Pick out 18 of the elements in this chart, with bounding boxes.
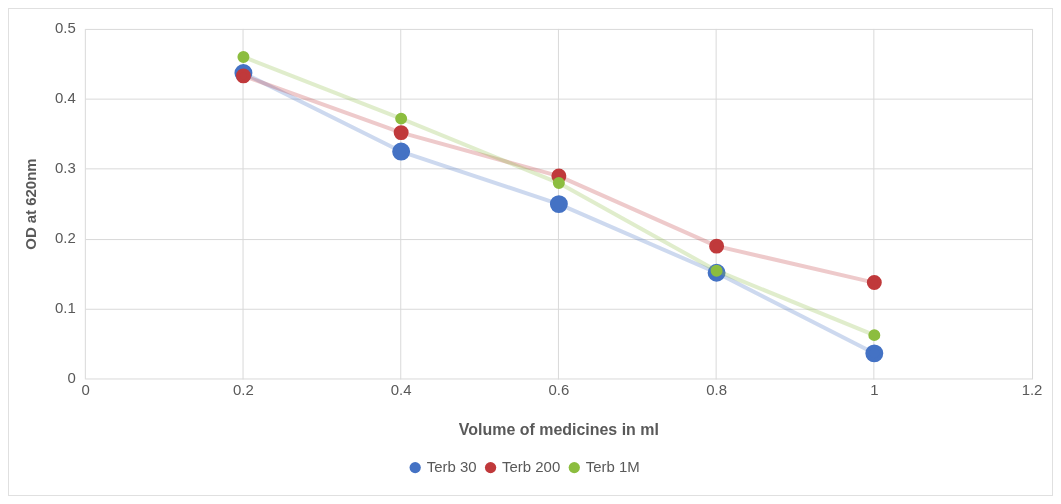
legend-label: Terb 200 [502, 457, 561, 475]
y-tick-label: 0.4 [54, 89, 76, 107]
x-tick-label: 0.4 [390, 381, 412, 399]
y-tick-label: 0.2 [54, 229, 76, 247]
y-axis-title: OD at 620nm [22, 158, 40, 250]
legend-label: Terb 1M [585, 457, 640, 475]
x-tick-label: 1 [870, 381, 879, 399]
x-tick-label: 0 [81, 381, 90, 399]
y-tick-label: 0.5 [54, 19, 76, 37]
y-tick-label: 0 [67, 369, 76, 387]
x-tick-label: 0.2 [233, 381, 254, 399]
y-tick-label: 0.1 [54, 299, 76, 317]
legend-label: Terb 30 [426, 457, 477, 475]
x-axis-title: Volume of medicines in ml [458, 421, 659, 439]
x-tick-label: 0.8 [706, 381, 727, 399]
x-tick-label: 0.6 [548, 381, 570, 399]
y-tick-label: 0.3 [54, 159, 76, 177]
x-tick-label: 1.2 [1021, 381, 1043, 399]
